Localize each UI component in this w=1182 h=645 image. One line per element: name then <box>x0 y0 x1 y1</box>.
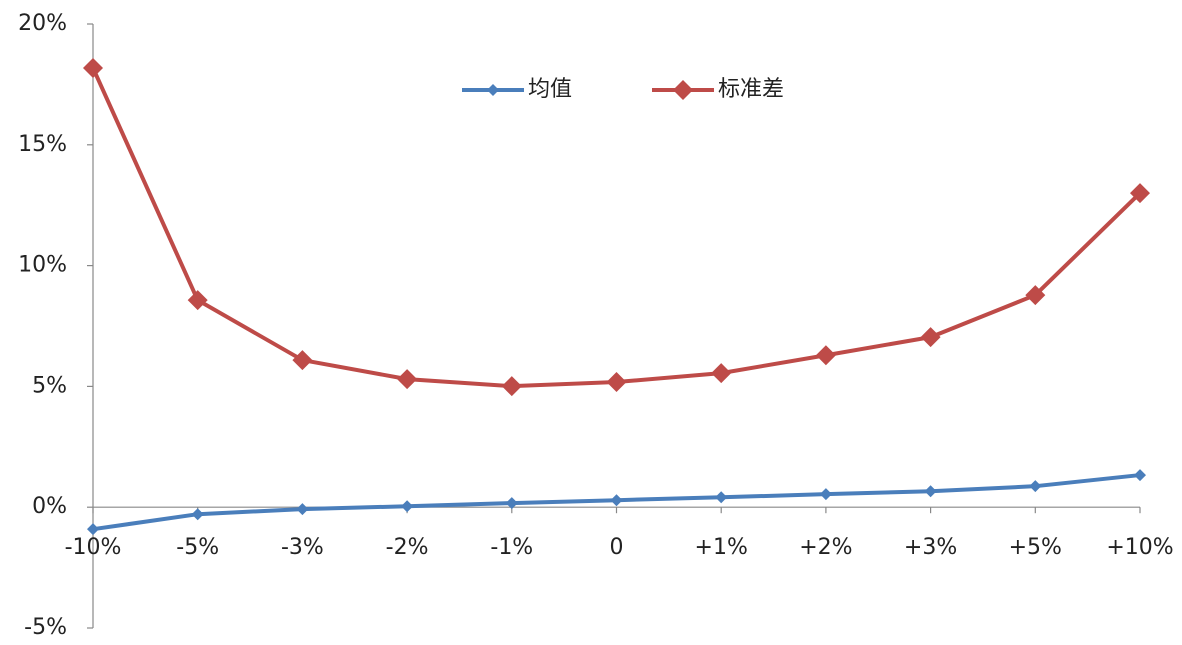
legend-marker <box>487 84 499 96</box>
marker <box>1029 480 1042 493</box>
x-tick-label: +2% <box>799 535 852 560</box>
y-tick-label: 5% <box>32 373 67 398</box>
marker <box>924 485 937 498</box>
x-tick-label: -5% <box>176 535 219 560</box>
x-tick-label: +5% <box>1009 535 1062 560</box>
x-tick-label: +3% <box>904 535 957 560</box>
x-tick-label: 0 <box>610 535 624 560</box>
x-tick-label: -2% <box>386 535 429 560</box>
y-tick-label: -5% <box>24 615 67 640</box>
marker <box>1025 285 1046 306</box>
x-tick-label: -3% <box>281 535 324 560</box>
marker <box>501 376 522 397</box>
marker <box>819 488 832 501</box>
marker <box>292 350 313 371</box>
marker <box>610 494 623 507</box>
marker <box>815 345 836 366</box>
marker <box>1130 183 1150 204</box>
marker <box>711 363 732 384</box>
legend-label: 标准差 <box>718 77 784 102</box>
marker <box>87 523 99 536</box>
y-tick-label: 0% <box>32 494 67 519</box>
marker <box>296 503 309 516</box>
x-tick-label: -1% <box>490 535 533 560</box>
y-tick-label: 15% <box>18 132 67 157</box>
y-tick-label: 20% <box>18 11 67 36</box>
marker <box>1134 469 1146 482</box>
x-tick-label: +10% <box>1106 535 1173 560</box>
marker <box>191 508 204 521</box>
marker <box>401 500 414 513</box>
marker <box>606 372 627 393</box>
marker <box>920 327 941 348</box>
x-tick-label: -10% <box>65 535 122 560</box>
y-tick-label: 10% <box>18 253 67 278</box>
marker <box>83 57 103 78</box>
marker <box>187 290 208 311</box>
series-line <box>91 67 1142 389</box>
legend-label: 均值 <box>528 77 572 102</box>
marker <box>397 369 418 390</box>
x-tick-label: +1% <box>695 535 748 560</box>
marker <box>505 497 518 510</box>
legend-marker <box>673 80 693 100</box>
marker <box>715 491 728 504</box>
